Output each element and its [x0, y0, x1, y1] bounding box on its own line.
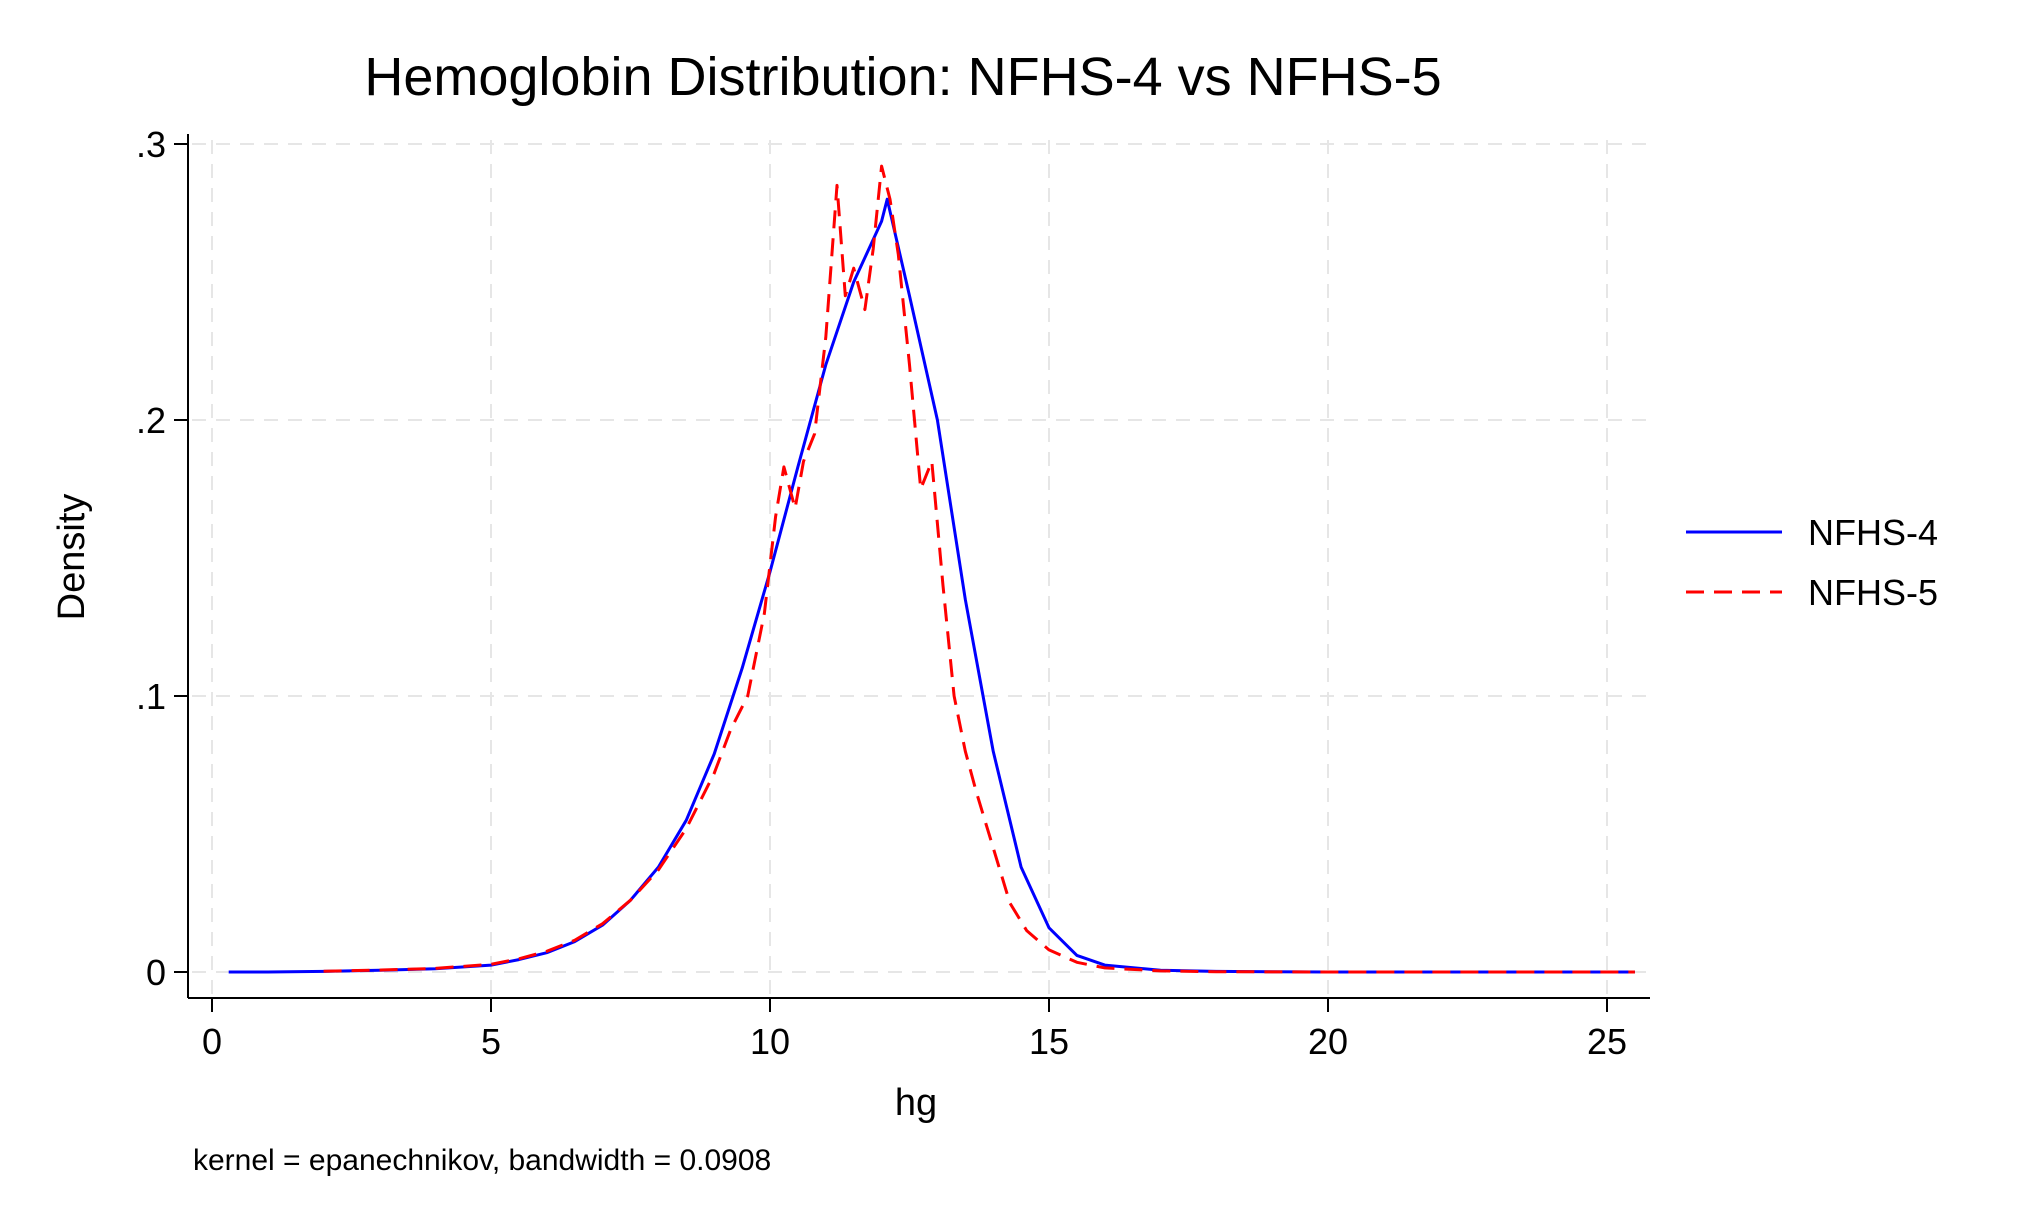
- x-axis-label: hg: [895, 1082, 937, 1124]
- y-tick-label-3: .3: [136, 124, 166, 165]
- legend-label-nfhs-4: NFHS-4: [1808, 512, 1938, 553]
- y-axis-label: Density: [51, 494, 93, 621]
- legend: NFHS-4 NFHS-5: [1686, 512, 1938, 613]
- axes: 0 5 10 15 20 25 0 .1 .2 .3: [136, 124, 1650, 1062]
- x-tick-label-5: 25: [1587, 1021, 1627, 1062]
- chart-title: Hemoglobin Distribution: NFHS-4 vs NFHS-…: [364, 47, 1441, 107]
- x-tick-label-4: 20: [1308, 1021, 1348, 1062]
- x-tick-label-3: 15: [1029, 1021, 1069, 1062]
- kernel-note: kernel = epanechnikov, bandwidth = 0.090…: [193, 1144, 771, 1177]
- y-tick-label-0: 0: [146, 952, 166, 993]
- x-tick-label-2: 10: [750, 1021, 790, 1062]
- legend-label-nfhs-5: NFHS-5: [1808, 572, 1938, 613]
- y-tick-label-1: .1: [136, 676, 166, 717]
- y-tick-label-2: .2: [136, 400, 166, 441]
- grid-lines: [192, 140, 1650, 998]
- x-tick-label-1: 5: [481, 1021, 501, 1062]
- series-lines: [228, 164, 1635, 974]
- series-line-nfhs-5: [323, 164, 1635, 974]
- x-tick-label-0: 0: [202, 1021, 222, 1062]
- series-line-nfhs-4: [228, 197, 1635, 974]
